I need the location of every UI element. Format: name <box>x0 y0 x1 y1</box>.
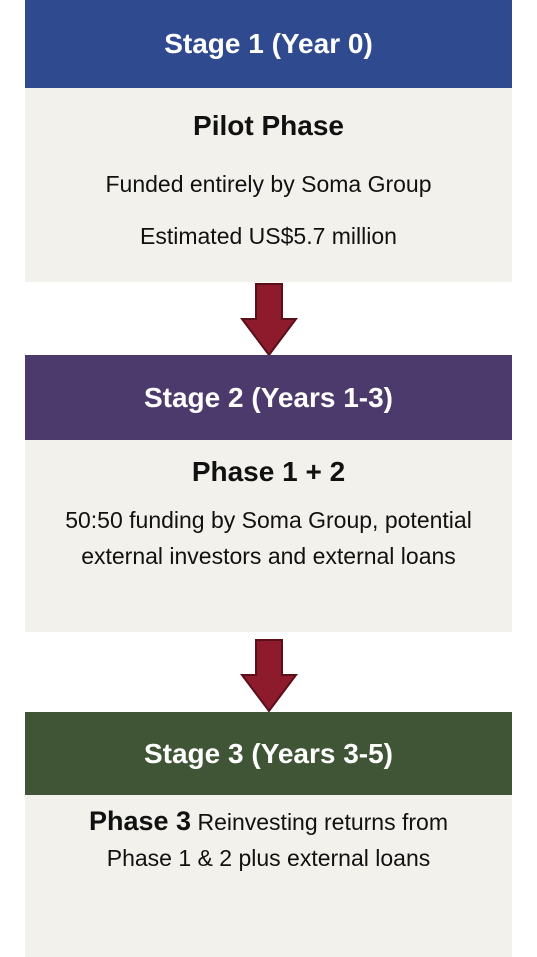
stage-line: Estimated US$5.7 million <box>140 223 397 249</box>
phase-title: Phase 1 + 2 <box>191 456 346 487</box>
stage-header: Stage 3 (Years 3-5) <box>25 712 512 795</box>
stage-header: Stage 1 (Year 0) <box>25 0 512 88</box>
arrow <box>240 639 298 713</box>
stage-header: Stage 2 (Years 1-3) <box>25 355 512 440</box>
phase-title: Phase 3 <box>88 806 192 836</box>
stage-body: Pilot Phase Funded entirely by Soma Grou… <box>25 88 512 282</box>
phase-title: Pilot Phase <box>193 110 344 141</box>
arrow <box>240 283 298 357</box>
stage-body: Phase 1 + 2 50:50 funding by Soma Group,… <box>25 440 512 632</box>
stage-line: Funded entirely by Soma Group <box>105 171 432 197</box>
stage-text: Phase 3 Reinvesting returns from Phase 1… <box>55 803 482 876</box>
stage-body: Phase 3 Reinvesting returns from Phase 1… <box>25 795 512 957</box>
stage-line: Reinvesting returns from Phase 1 & 2 plu… <box>106 809 448 871</box>
stage-line: 50:50 funding by Soma Group, potential e… <box>65 507 472 569</box>
